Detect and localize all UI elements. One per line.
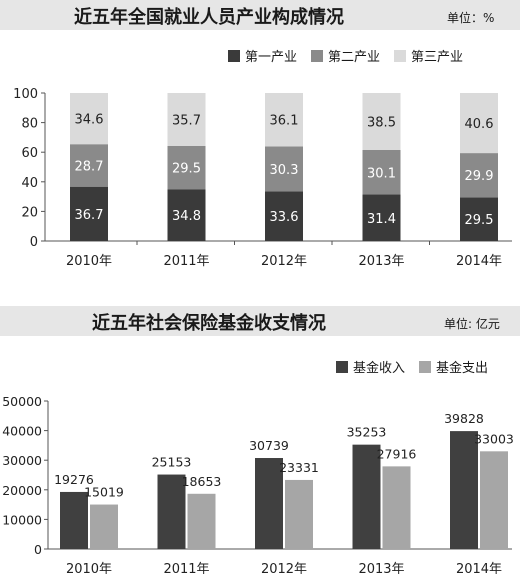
x-tick-label: 2013年 <box>358 562 404 574</box>
data-label: 31.4 <box>367 212 396 227</box>
bar-expense <box>382 466 411 549</box>
bar-income <box>450 431 478 549</box>
legend-label-secondary: 第二产业 <box>328 50 381 65</box>
bar-segment-1 <box>167 189 206 241</box>
bar-segment-2 <box>167 145 206 190</box>
bar-segment-3 <box>362 93 401 150</box>
bar-expense <box>285 479 313 549</box>
data-label: 25153 <box>152 455 192 470</box>
y-tick-label: 30000 <box>2 453 42 468</box>
bar-segment-3 <box>167 93 206 146</box>
data-label: 40.6 <box>465 117 494 132</box>
data-label: 33.6 <box>270 210 299 225</box>
x-tick-label: 2010年 <box>66 562 112 574</box>
y-tick-label: 100 <box>13 87 38 102</box>
x-tick-label: 2012年 <box>261 254 307 269</box>
chart2-unit: 单位: 亿元 <box>444 317 500 331</box>
bar-segment-3 <box>265 93 303 147</box>
x-tick-label: 2010年 <box>66 254 112 269</box>
bar-segment-2 <box>362 149 401 195</box>
bar-segment-3 <box>460 93 498 154</box>
data-label: 35253 <box>347 425 387 440</box>
data-label: 30.3 <box>270 163 299 178</box>
legend-item-income: 基金收入 <box>336 357 405 376</box>
y-tick-label: 80 <box>21 117 38 132</box>
x-tick-label: 2012年 <box>261 562 307 574</box>
bar-segment-1 <box>362 194 401 241</box>
legend-label-income: 基金收入 <box>353 361 406 376</box>
bar-expense <box>187 493 216 549</box>
bar-income <box>352 444 381 549</box>
legend-item-primary: 第一产业 <box>228 46 297 65</box>
y-tick-label: 40 <box>21 176 38 191</box>
x-tick-label: 2013年 <box>358 254 404 269</box>
data-label: 30.1 <box>367 166 396 181</box>
legend-label-tertiary: 第三产业 <box>411 50 464 65</box>
legend-item-tertiary: 第三产业 <box>394 46 463 65</box>
y-tick-label: 40000 <box>2 424 42 439</box>
bar-segment-1 <box>460 197 498 241</box>
data-label: 27916 <box>377 446 417 461</box>
bar-income <box>60 491 88 549</box>
x-tick-label: 2014年 <box>456 254 502 269</box>
data-label: 30739 <box>249 438 289 453</box>
bar-segment-1 <box>265 191 303 241</box>
x-tick-label: 2011年 <box>163 562 209 574</box>
legend-label-primary: 第一产业 <box>245 50 298 65</box>
data-label: 34.8 <box>172 209 201 224</box>
data-label: 34.6 <box>75 113 104 128</box>
y-tick-label: 60 <box>21 146 38 161</box>
x-tick-label: 2011年 <box>163 254 209 269</box>
data-label: 33003 <box>474 431 514 446</box>
data-label: 29.5 <box>172 162 201 177</box>
chart2-header-band <box>0 306 520 336</box>
bar-segment-3 <box>70 93 108 145</box>
y-tick-label: 50000 <box>2 394 42 409</box>
chart1-unit: 单位：% <box>447 11 495 25</box>
legend-swatch-primary <box>228 49 240 62</box>
bar-expense <box>480 451 508 549</box>
chart1-legend: 第一产业 第二产业 第三产业 <box>228 46 477 65</box>
data-label: 39828 <box>444 411 484 426</box>
bar-segment-1 <box>70 186 108 241</box>
bar-segment-2 <box>265 146 303 192</box>
legend-swatch-tertiary <box>394 49 407 62</box>
data-label: 23331 <box>279 460 319 475</box>
bar-segment-2 <box>70 144 108 187</box>
data-label: 36.1 <box>270 114 299 129</box>
legend-label-expense: 基金支出 <box>436 361 489 376</box>
data-label: 29.9 <box>465 169 494 184</box>
y-tick-label: 20 <box>21 205 38 220</box>
legend-swatch-secondary <box>311 49 324 62</box>
data-label: 15019 <box>84 485 124 500</box>
bar-income <box>157 474 186 549</box>
data-label: 28.7 <box>75 159 104 174</box>
chart1-title: 近五年全国就业人员产业构成情况 <box>74 7 344 28</box>
y-tick-label: 20000 <box>2 483 42 498</box>
legend-swatch-expense <box>419 360 432 373</box>
legend-swatch-income <box>336 360 348 373</box>
chart2-legend: 基金收入 基金支出 <box>336 357 488 376</box>
y-tick-label: 0 <box>34 542 42 557</box>
x-tick-label: 2014年 <box>456 562 502 574</box>
data-label: 18653 <box>182 474 222 489</box>
legend-item-secondary: 第二产业 <box>311 46 380 65</box>
data-label: 38.5 <box>367 115 396 130</box>
chart1-header-band <box>0 0 520 30</box>
data-label: 19276 <box>54 472 94 487</box>
data-label: 36.7 <box>75 208 104 223</box>
bar-segment-2 <box>460 153 498 198</box>
chart1-svg: 0 20 40 60 80 100 36.7 28.7 34.6 2010年 34.8 29.5 35.… <box>13 87 512 269</box>
data-label: 29.5 <box>465 213 494 228</box>
bar-expense <box>90 504 118 549</box>
chart2-title: 近五年社会保险基金收支情况 <box>92 313 326 334</box>
legend-item-expense: 基金支出 <box>419 357 488 376</box>
y-tick-label: 10000 <box>2 512 42 527</box>
bar-income <box>255 458 283 549</box>
data-label: 35.7 <box>172 113 201 128</box>
y-tick-label: 0 <box>30 235 38 250</box>
